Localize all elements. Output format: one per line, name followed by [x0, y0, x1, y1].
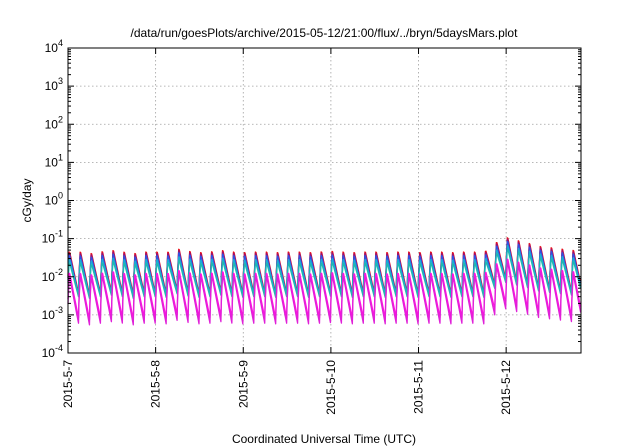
y-tick-label: 10-4 [42, 343, 63, 360]
x-tick-label: 2015-5-9 [236, 360, 250, 408]
y-tick-label: 100 [45, 191, 63, 208]
series-line [67, 262, 582, 326]
y-tick-label: 10-1 [42, 229, 63, 246]
x-tick-label: 2015-5-10 [324, 360, 338, 415]
y-tick-label: 101 [45, 152, 63, 169]
x-tick-label: 2015-5-11 [412, 360, 426, 414]
y-tick-label: 10-2 [42, 267, 63, 284]
y-tick-label: 10-3 [42, 305, 63, 322]
y-tick-labels: 104 103 102 101 100 10-1 10-2 10-3 10-4 [42, 38, 63, 360]
y-tick-label: 104 [45, 38, 63, 55]
x-tick-label: 2015-5-8 [149, 360, 163, 408]
y-axis-label: cGy/day [20, 178, 34, 222]
x-tick-label: 2015-5-7 [61, 360, 75, 408]
y-tick-label: 103 [45, 76, 63, 93]
chart-title: /data/run/goesPlots/archive/2015-05-12/2… [131, 26, 519, 40]
tick-marks [67, 47, 581, 354]
series-layer [67, 237, 582, 326]
x-axis-label: Coordinated Universal Time (UTC) [232, 432, 416, 446]
x-tick-labels: 2015-5-7 2015-5-8 2015-5-9 2015-5-10 2015-5-… [61, 360, 513, 415]
series-line [67, 248, 582, 300]
y-tick-label: 102 [45, 114, 63, 131]
x-tick-label: 2015-5-12 [499, 360, 513, 415]
